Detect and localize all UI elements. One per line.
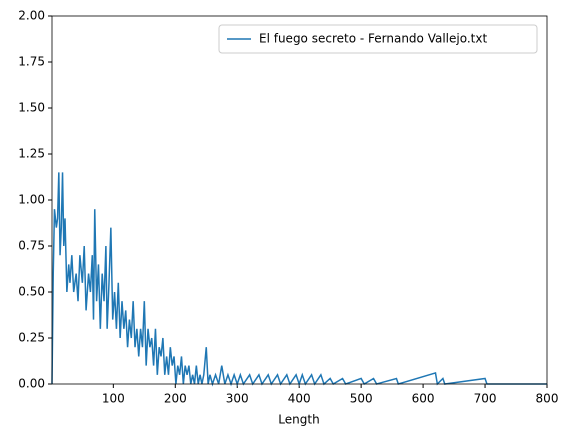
x-tick-label: 600 [412, 392, 435, 406]
y-tick-label: 0.00 [18, 377, 45, 391]
x-tick-label: 500 [350, 392, 373, 406]
plot-frame [51, 15, 548, 385]
x-tick-label: 200 [164, 392, 187, 406]
line-series [51, 172, 547, 387]
x-axis-label: Length [278, 413, 319, 427]
y-tick-label: 2.00 [18, 9, 45, 23]
y-tick-label: 1.50 [18, 101, 45, 115]
y-tick-label: 1.00 [18, 193, 45, 207]
y-tick-label: 1.75 [18, 55, 45, 69]
y-tick-label: 1.25 [18, 147, 45, 161]
y-tick-label: 0.25 [18, 331, 45, 345]
y-tick-label: 0.50 [18, 285, 45, 299]
x-tick-label: 400 [288, 392, 311, 406]
y-tick-label: 0.75 [18, 239, 45, 253]
x-tick-label: 300 [226, 392, 249, 406]
legend-label: El fuego secreto - Fernando Vallejo.txt [259, 32, 487, 46]
x-tick-label: 100 [102, 392, 125, 406]
x-tick-label: 800 [536, 392, 559, 406]
legend-box [218, 24, 538, 54]
x-tick-label: 700 [474, 392, 497, 406]
